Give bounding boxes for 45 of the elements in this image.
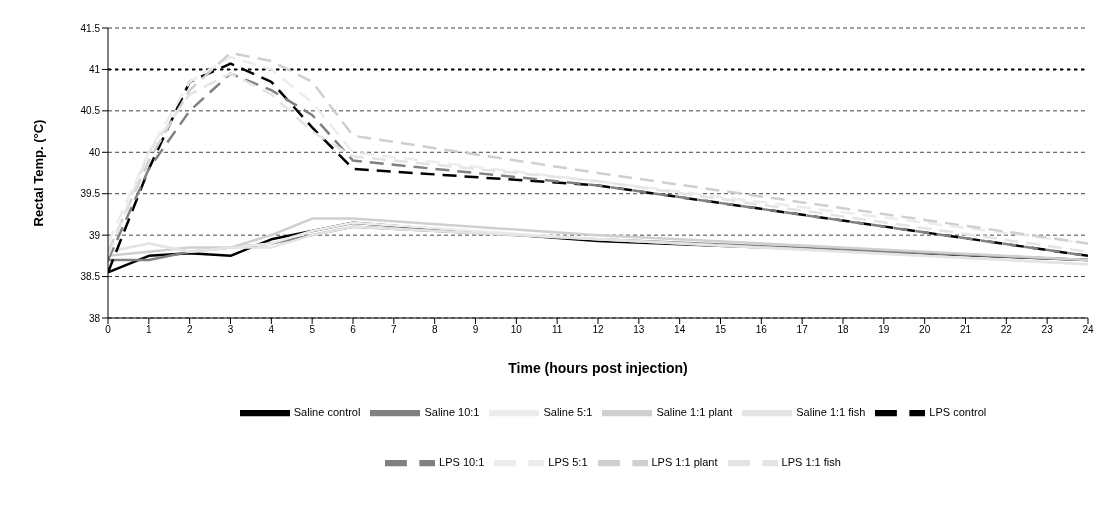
y-tick-label: 40.5 <box>80 105 101 117</box>
x-tick-label: 5 <box>309 324 316 336</box>
x-tick-label: 0 <box>105 324 112 336</box>
legend-label: Saline 1:1 fish <box>796 405 866 418</box>
x-tick-label: 7 <box>391 324 398 336</box>
legend-label: LPS 1:1 plant <box>651 455 718 468</box>
y-tick-label: 38 <box>88 312 101 324</box>
x-tick-label: 13 <box>633 324 645 336</box>
y-tick-label: 38.5 <box>80 271 101 283</box>
x-tick-label: 17 <box>796 324 809 336</box>
x-axis-title: Time (hours post injection) <box>508 360 688 376</box>
legend-label: LPS 1:1 fish <box>781 455 841 468</box>
legend-label: LPS control <box>929 405 987 418</box>
y-tick-label: 40 <box>88 146 101 158</box>
x-tick-label: 15 <box>714 324 727 336</box>
x-tick-label: 3 <box>227 324 234 336</box>
y-tick-label: 39 <box>88 229 101 241</box>
x-tick-label: 23 <box>1041 324 1054 336</box>
y-tick-label: 41 <box>88 63 101 75</box>
x-tick-label: 4 <box>268 324 275 336</box>
x-tick-label: 18 <box>837 324 849 336</box>
x-tick-label: 9 <box>472 324 479 336</box>
x-tick-label: 21 <box>959 324 972 336</box>
legend-label: Saline 10:1 <box>424 405 480 418</box>
legend-label: Saline 5:1 <box>543 405 593 418</box>
legend-label: LPS 5:1 <box>548 455 588 468</box>
x-tick-label: 12 <box>592 324 604 336</box>
x-tick-label: 11 <box>551 324 563 336</box>
x-tick-label: 14 <box>674 324 686 336</box>
x-tick-label: 19 <box>878 324 890 336</box>
x-tick-label: 1 <box>146 324 153 336</box>
y-tick-label: 41.5 <box>80 22 101 34</box>
x-tick-label: 22 <box>1000 324 1013 336</box>
x-tick-label: 2 <box>186 324 193 336</box>
x-tick-label: 24 <box>1082 324 1094 336</box>
legend-label: Saline control <box>293 405 361 418</box>
x-tick-label: 16 <box>755 324 768 336</box>
legend-label: Saline 1:1 plant <box>656 405 733 418</box>
legend-label: LPS 10:1 <box>439 455 485 468</box>
x-tick-label: 6 <box>350 324 357 336</box>
x-tick-label: 8 <box>431 324 438 336</box>
x-tick-label: 20 <box>919 324 931 336</box>
y-axis-title: Rectal Temp. (°C) <box>30 119 46 227</box>
y-tick-label: 39.5 <box>80 188 101 200</box>
x-tick-label: 10 <box>510 324 523 336</box>
